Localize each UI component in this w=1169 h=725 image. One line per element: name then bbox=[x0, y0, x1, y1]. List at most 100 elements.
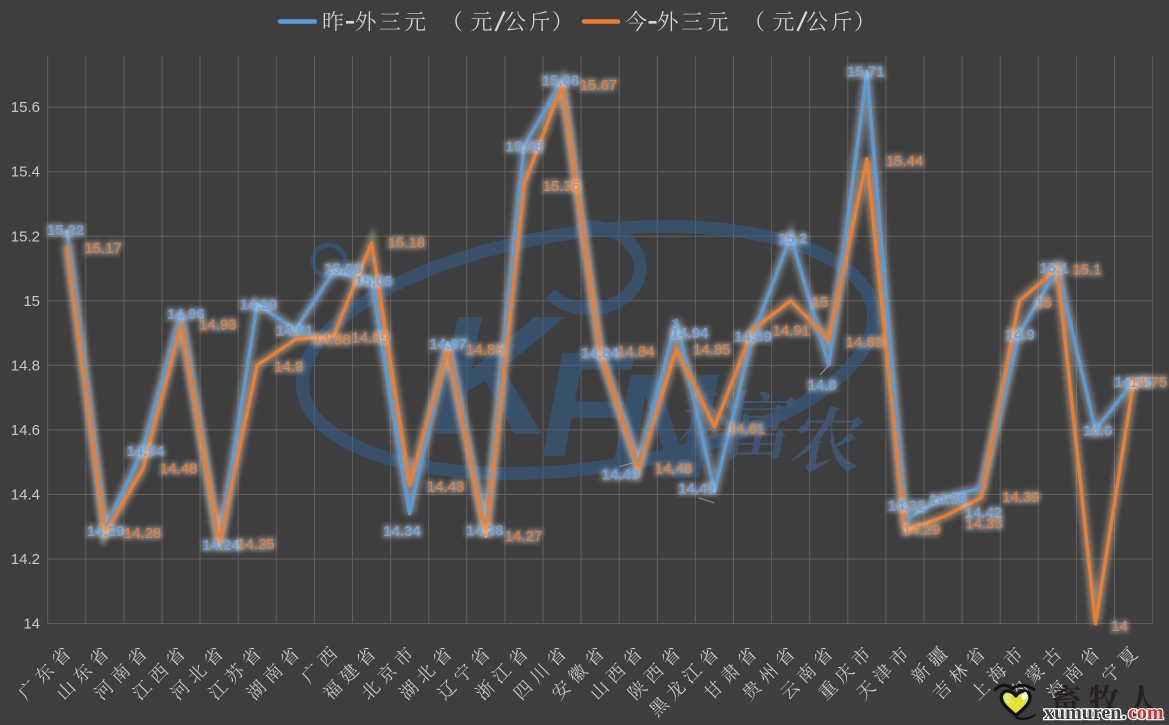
svg-text:15.1: 15.1 bbox=[1039, 260, 1068, 277]
svg-text:15.48: 15.48 bbox=[506, 139, 544, 156]
svg-text:15.4: 15.4 bbox=[11, 164, 40, 181]
svg-text:14.42: 14.42 bbox=[965, 505, 1003, 522]
svg-text:15.67: 15.67 bbox=[580, 77, 618, 94]
svg-text:14.89: 14.89 bbox=[351, 330, 389, 347]
svg-text:14.29: 14.29 bbox=[903, 522, 941, 539]
svg-text:15.09: 15.09 bbox=[324, 261, 362, 278]
svg-text:14: 14 bbox=[23, 616, 40, 633]
svg-text:15.67: 15.67 bbox=[580, 77, 618, 94]
svg-text:14.39: 14.39 bbox=[1002, 489, 1040, 506]
svg-text:14.25: 14.25 bbox=[237, 536, 275, 553]
svg-text:14.29: 14.29 bbox=[903, 522, 941, 539]
svg-text:15: 15 bbox=[1035, 295, 1052, 312]
svg-text:14.75: 14.75 bbox=[1130, 374, 1168, 391]
svg-text:14.2: 14.2 bbox=[11, 551, 40, 568]
svg-text:14.4: 14.4 bbox=[11, 487, 40, 504]
svg-text:14.96: 14.96 bbox=[167, 306, 205, 323]
svg-text:14.39: 14.39 bbox=[929, 492, 967, 509]
svg-text:14.25: 14.25 bbox=[237, 536, 275, 553]
svg-text:15.48: 15.48 bbox=[506, 139, 544, 156]
svg-text:14.27: 14.27 bbox=[505, 528, 543, 545]
svg-text:14.49: 14.49 bbox=[602, 466, 640, 483]
svg-text:15.36: 15.36 bbox=[543, 178, 581, 195]
svg-text:14.8: 14.8 bbox=[807, 377, 836, 394]
svg-text:15.2: 15.2 bbox=[11, 228, 40, 245]
svg-text:14.96: 14.96 bbox=[167, 306, 205, 323]
svg-text:14.8: 14.8 bbox=[807, 377, 836, 394]
svg-text:15: 15 bbox=[23, 293, 40, 310]
svg-text:15: 15 bbox=[812, 294, 829, 311]
svg-text:14.43: 14.43 bbox=[427, 479, 465, 496]
svg-text:14.93: 14.93 bbox=[199, 317, 237, 334]
svg-text:14.99: 14.99 bbox=[240, 296, 278, 313]
svg-text:com: com bbox=[1128, 702, 1164, 724]
svg-text:15.71: 15.71 bbox=[847, 64, 885, 81]
svg-text:14.91: 14.91 bbox=[773, 323, 811, 340]
svg-text:14.61: 14.61 bbox=[728, 420, 766, 437]
svg-text:14.48: 14.48 bbox=[655, 461, 693, 478]
svg-text:14.54: 14.54 bbox=[127, 443, 165, 460]
svg-text:14.84: 14.84 bbox=[617, 344, 655, 361]
svg-text:15.22: 15.22 bbox=[47, 222, 85, 239]
svg-text:15.09: 15.09 bbox=[324, 261, 362, 278]
svg-text:14.91: 14.91 bbox=[773, 323, 811, 340]
svg-text:15.1: 15.1 bbox=[1039, 260, 1068, 277]
svg-text:14.28: 14.28 bbox=[466, 523, 504, 540]
svg-text:15.22: 15.22 bbox=[47, 222, 85, 239]
svg-text:14.89: 14.89 bbox=[734, 328, 772, 345]
svg-text:15.1: 15.1 bbox=[1072, 262, 1101, 279]
svg-text:14.8: 14.8 bbox=[274, 358, 303, 375]
svg-text:14.29: 14.29 bbox=[87, 523, 125, 540]
svg-text:14.48: 14.48 bbox=[160, 461, 198, 478]
svg-text:14.88: 14.88 bbox=[313, 332, 351, 349]
svg-text:14.88: 14.88 bbox=[846, 334, 884, 351]
svg-text:14.49: 14.49 bbox=[602, 466, 640, 483]
svg-text:14.6: 14.6 bbox=[11, 422, 40, 439]
svg-text:14.41: 14.41 bbox=[678, 480, 716, 497]
svg-text:15.36: 15.36 bbox=[543, 178, 581, 195]
svg-text:14.6: 14.6 bbox=[1083, 423, 1112, 440]
svg-text:14.87: 14.87 bbox=[429, 336, 467, 353]
svg-text:14: 14 bbox=[1111, 618, 1128, 635]
svg-text:14.39: 14.39 bbox=[1002, 489, 1040, 506]
svg-text:14.54: 14.54 bbox=[127, 443, 165, 460]
svg-text:14.9: 14.9 bbox=[1006, 326, 1035, 343]
svg-text:14.84: 14.84 bbox=[581, 345, 619, 362]
svg-text:14.8: 14.8 bbox=[11, 357, 40, 374]
svg-text:15.44: 15.44 bbox=[886, 153, 924, 170]
svg-text:14.84: 14.84 bbox=[581, 345, 619, 362]
svg-text:14.43: 14.43 bbox=[427, 479, 465, 496]
svg-text:14.34: 14.34 bbox=[383, 523, 421, 540]
svg-text:14.94: 14.94 bbox=[671, 325, 709, 342]
svg-text:14.89: 14.89 bbox=[734, 328, 772, 345]
svg-text:15.18: 15.18 bbox=[388, 235, 426, 252]
svg-text:14.28: 14.28 bbox=[466, 523, 504, 540]
svg-text:14.85: 14.85 bbox=[693, 342, 731, 359]
svg-text:xumuren.: xumuren. bbox=[1044, 702, 1126, 724]
svg-text:14.84: 14.84 bbox=[617, 344, 655, 361]
svg-text:14.28: 14.28 bbox=[124, 525, 162, 542]
svg-text:14.48: 14.48 bbox=[655, 461, 693, 478]
svg-text:15.44: 15.44 bbox=[886, 153, 924, 170]
svg-text:14: 14 bbox=[1111, 618, 1128, 635]
svg-text:15.2: 15.2 bbox=[778, 230, 807, 247]
svg-text:14.75: 14.75 bbox=[1130, 374, 1168, 391]
svg-text:14.33: 14.33 bbox=[965, 515, 1003, 532]
svg-text:xumuren.: xumuren. bbox=[1044, 702, 1126, 724]
svg-text:com: com bbox=[1128, 702, 1164, 724]
svg-text:14.27: 14.27 bbox=[505, 528, 543, 545]
svg-text:15: 15 bbox=[1035, 295, 1052, 312]
svg-text:14.33: 14.33 bbox=[965, 515, 1003, 532]
svg-text:14.39: 14.39 bbox=[929, 492, 967, 509]
svg-text:15.17: 15.17 bbox=[84, 240, 122, 257]
svg-text:15.6: 15.6 bbox=[11, 99, 40, 116]
svg-text:14.94: 14.94 bbox=[671, 325, 709, 342]
svg-text:14.91: 14.91 bbox=[276, 322, 314, 339]
svg-text:14.6: 14.6 bbox=[1083, 423, 1112, 440]
svg-text:15.68: 15.68 bbox=[542, 73, 580, 90]
svg-text:14.48: 14.48 bbox=[160, 461, 198, 478]
svg-text:14.61: 14.61 bbox=[728, 420, 766, 437]
svg-text:15.06: 15.06 bbox=[355, 273, 393, 290]
svg-text:15.1: 15.1 bbox=[1072, 262, 1101, 279]
svg-text:15.68: 15.68 bbox=[542, 73, 580, 90]
